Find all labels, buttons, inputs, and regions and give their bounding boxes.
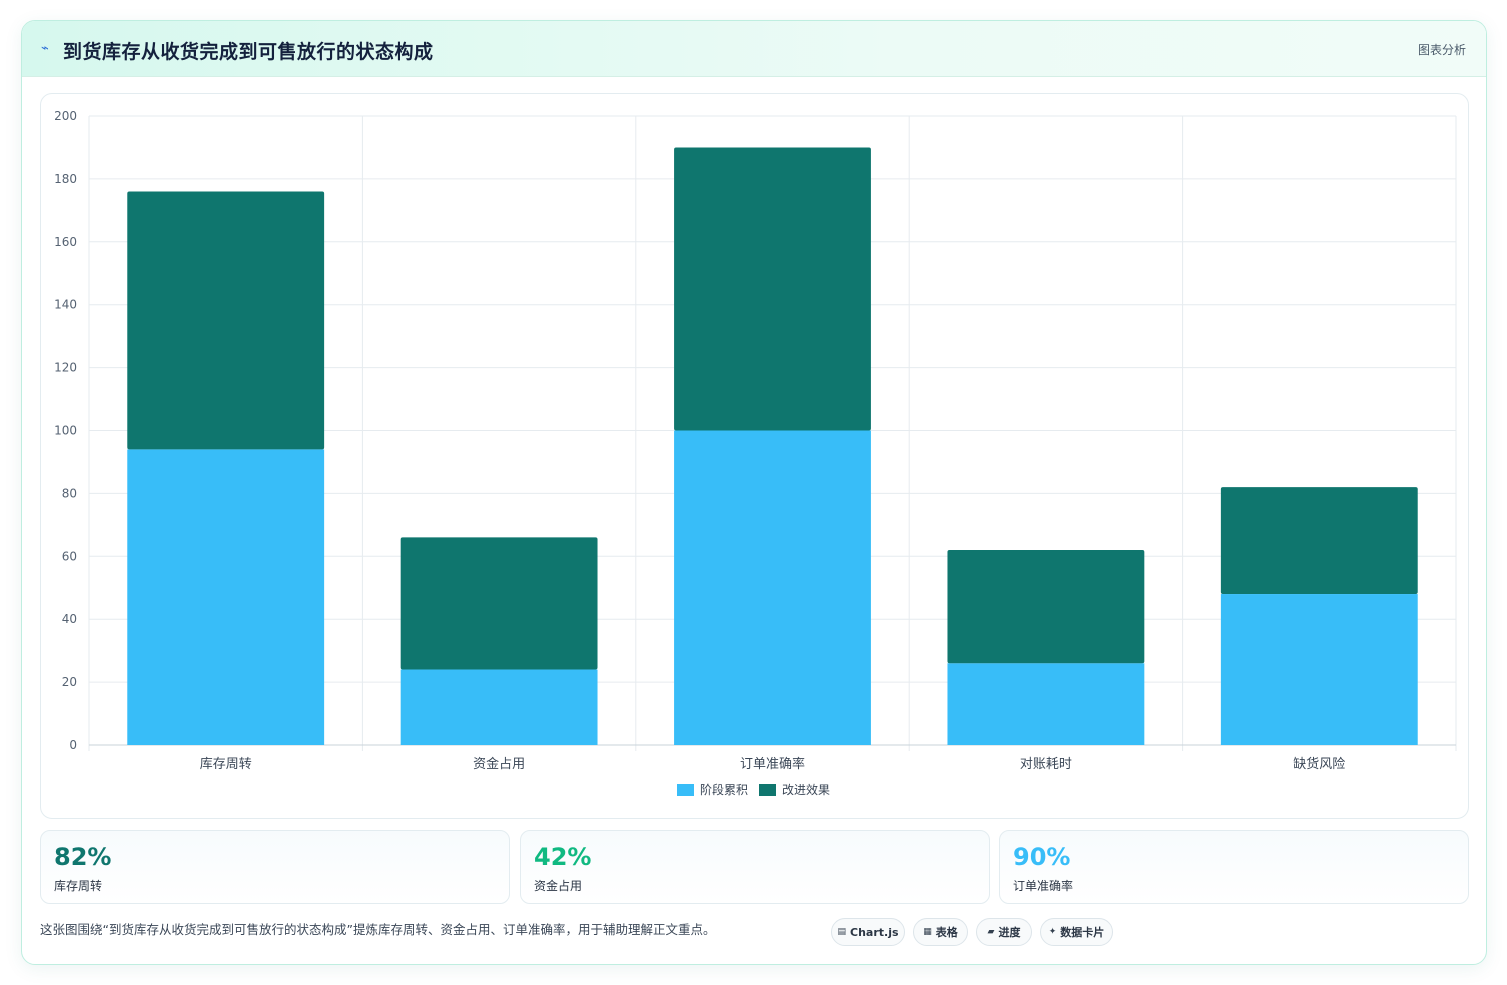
y-tick-label: 60 <box>62 549 77 563</box>
y-tick-label: 140 <box>54 298 77 312</box>
legend-swatch <box>677 784 694 796</box>
pulse-icon: ⌁ <box>41 41 49 56</box>
x-tick-label: 订单准确率 <box>740 756 805 772</box>
bar-improvement-effect <box>674 147 871 431</box>
tag-label: 进度 <box>998 926 1021 939</box>
y-tick-label: 200 <box>54 109 77 123</box>
tag-chartjs[interactable]: ▤ Chart.js <box>831 918 905 946</box>
y-tick-label: 180 <box>54 172 77 186</box>
stat-label: 库存周转 <box>54 879 103 893</box>
tag-data-card[interactable]: ✦ 数据卡片 <box>1040 918 1113 946</box>
legend-swatch <box>759 784 776 796</box>
stat-label: 订单准确率 <box>1013 879 1074 893</box>
stat-card-order-accuracy: 90% 订单准确率 <box>999 830 1469 904</box>
stat-cards: 82% 库存周转 42% 资金占用 90% 订单准确率 <box>40 830 1469 904</box>
bar-stage-accumulation <box>947 663 1145 745</box>
stat-card-inventory-turnover: 82% 库存周转 <box>40 830 510 904</box>
tag-label: 表格 <box>935 926 958 939</box>
bar-stage-accumulation <box>127 449 325 745</box>
bar-improvement-effect <box>400 537 598 670</box>
stat-value: 82% <box>54 843 112 871</box>
sparkle-icon: ✦ <box>1048 927 1057 937</box>
stat-label: 资金占用 <box>534 879 583 893</box>
x-tick-label: 资金占用 <box>473 756 525 772</box>
tag-table[interactable]: ▦ 表格 <box>913 918 968 946</box>
y-tick-label: 20 <box>62 675 77 689</box>
bar-stage-accumulation <box>674 430 871 745</box>
progress-icon: ▰ <box>987 927 995 937</box>
x-tick-label: 对账耗时 <box>1020 757 1072 772</box>
chart-description: 这张图围绕“到货库存从收货完成到可售放行的状态构成”提炼库存周转、资金占用、订单… <box>40 922 716 937</box>
bar-improvement-effect <box>1220 487 1418 595</box>
bar-stage-accumulation <box>1220 594 1418 745</box>
stat-card-capital-occupation: 42% 资金占用 <box>520 830 990 904</box>
stat-value: 90% <box>1013 843 1071 871</box>
x-tick-label: 库存周转 <box>200 756 252 772</box>
y-tick-label: 80 <box>62 486 77 500</box>
bar-improvement-effect <box>127 191 325 450</box>
chart-panel: 0 20 40 60 80 100 120 140 160 180 200 库存周转 资金占用 订单准确率… <box>40 93 1469 819</box>
chart-card: ⌁ 到货库存从收货完成到可售放行的状态构成 图表分析 0 20 40 60 80 100 1… <box>21 20 1487 965</box>
tag-label: 数据卡片 <box>1060 926 1105 939</box>
chart-title: 到货库存从收货完成到可售放行的状态构成 <box>63 41 434 63</box>
tag-label: Chart.js <box>850 925 899 939</box>
stat-value: 42% <box>534 843 592 871</box>
stacked-bar-chart: 0 20 40 60 80 100 120 140 160 180 200 库存周转 资金占用 订单准确率… <box>54 109 1457 797</box>
y-tick-label: 100 <box>54 424 77 438</box>
y-tick-label: 160 <box>54 235 77 249</box>
table-icon: ▦ <box>923 927 932 937</box>
y-tick-label: 40 <box>62 612 77 626</box>
y-tick-label: 0 <box>69 738 77 752</box>
y-tick-label: 120 <box>54 361 77 375</box>
legend-label: 改进效果 <box>782 782 830 797</box>
x-tick-label: 缺货风险 <box>1293 756 1345 772</box>
card-header: ⌁ 到货库存从收货完成到可售放行的状态构成 图表分析 <box>22 21 1486 77</box>
bar-improvement-effect <box>947 550 1145 664</box>
tag-progress[interactable]: ▰ 进度 <box>976 918 1032 946</box>
chart-analysis-link[interactable]: 图表分析 <box>1417 43 1466 57</box>
legend-label: 阶段累积 <box>700 782 748 797</box>
bar-stage-accumulation <box>400 669 598 745</box>
chart-icon: ▤ <box>837 927 846 937</box>
